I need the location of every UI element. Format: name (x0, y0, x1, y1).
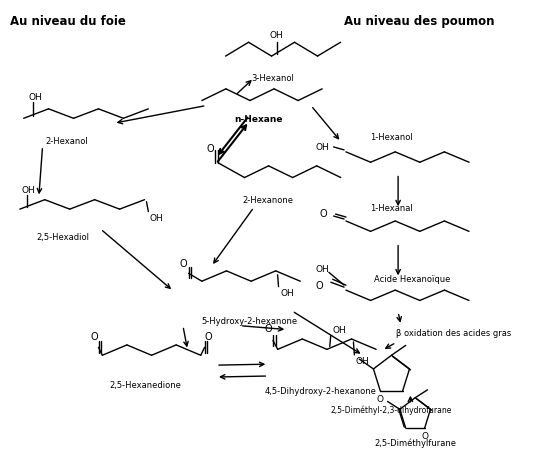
Text: 4,5-Dihydroxy-2-hexanone: 4,5-Dihydroxy-2-hexanone (264, 387, 376, 396)
Text: 3-Hexanol: 3-Hexanol (251, 74, 294, 83)
Text: OH: OH (355, 356, 369, 365)
Text: OH: OH (315, 264, 329, 273)
Text: OH: OH (22, 185, 35, 194)
Text: 5-Hydroxy-2-hexanone: 5-Hydroxy-2-hexanone (201, 317, 297, 326)
Text: Au niveau des poumon: Au niveau des poumon (344, 14, 494, 28)
Text: O: O (316, 281, 323, 290)
Text: O: O (264, 323, 272, 333)
Text: O: O (179, 259, 187, 269)
Text: β oxidation des acides gras: β oxidation des acides gras (396, 328, 511, 337)
Text: 2,5-Hexanedione: 2,5-Hexanedione (109, 381, 181, 390)
Text: 2-Hexanone: 2-Hexanone (243, 195, 294, 204)
Text: O: O (319, 209, 327, 219)
Text: O: O (421, 432, 428, 441)
Text: O: O (204, 331, 212, 341)
Text: O: O (91, 331, 98, 341)
Text: OH: OH (270, 31, 284, 40)
Text: 2-Hexanol: 2-Hexanol (45, 136, 88, 145)
Text: Au niveau du foie: Au niveau du foie (10, 14, 126, 28)
Text: Acide Hexanoïque: Acide Hexanoïque (374, 274, 451, 283)
Text: n-Hexane: n-Hexane (234, 115, 283, 124)
Text: 2,5-Hexadiol: 2,5-Hexadiol (36, 233, 89, 242)
Text: OH: OH (149, 213, 163, 222)
Text: O: O (377, 395, 384, 404)
Text: OH: OH (315, 143, 329, 152)
Text: 1-Hexanol: 1-Hexanol (370, 132, 412, 141)
Text: OH: OH (333, 325, 346, 334)
Text: 2,5-Diméthylfurane: 2,5-Diméthylfurane (374, 437, 456, 447)
Text: 2,5-Diméthyl-2,3-dihydrofurane: 2,5-Diméthyl-2,3-dihydrofurane (331, 405, 452, 414)
Text: 1-Hexanal: 1-Hexanal (370, 203, 412, 212)
Text: O: O (207, 143, 214, 154)
Text: OH: OH (28, 93, 42, 102)
Text: OH: OH (280, 289, 294, 297)
